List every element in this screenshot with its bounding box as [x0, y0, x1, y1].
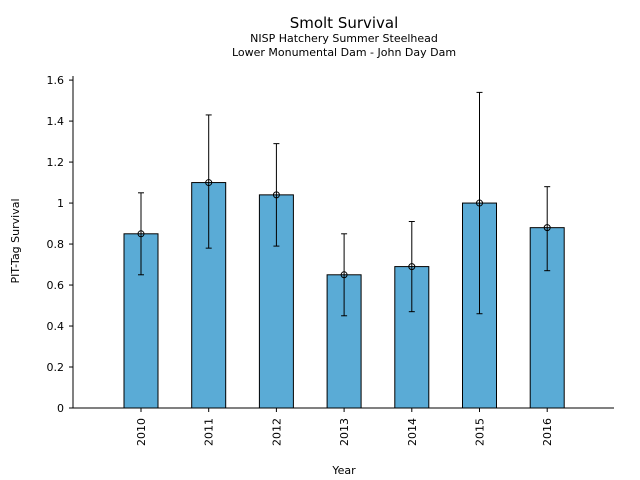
- point-marker-2015: [476, 199, 483, 207]
- y-axis-ticks: 0 0.2 0.4 0.6 0.8 1 1.2 1.4 1.6: [47, 74, 73, 415]
- y-tick-label: 1.4: [47, 115, 65, 128]
- point-marker-2010: [137, 230, 145, 238]
- x-tick-label: 2016: [541, 418, 554, 446]
- y-axis-label: PIT-Tag Survival: [9, 198, 22, 283]
- point-marker-2013: [340, 271, 348, 279]
- y-tick-label: 0.2: [47, 361, 65, 374]
- x-axis-label: Year: [331, 464, 356, 477]
- point-marker-2012: [272, 191, 280, 199]
- x-axis-ticks: 2010 2011 2012 2013 2014 2015 2016: [135, 408, 554, 446]
- x-tick-label: 2013: [338, 418, 351, 446]
- x-tick-label: 2010: [135, 418, 148, 446]
- chart-title: Smolt Survival: [290, 14, 399, 32]
- y-tick-label: 1: [57, 197, 64, 210]
- chart-subtitle-line-1: NISP Hatchery Summer Steelhead: [250, 32, 438, 45]
- point-marker-2011: [205, 179, 213, 187]
- y-tick-label: 0.4: [47, 320, 65, 333]
- x-tick-label: 2011: [203, 418, 216, 446]
- y-tick-label: 0.8: [47, 238, 65, 251]
- x-tick-label: 2015: [474, 418, 487, 446]
- x-tick-label: 2012: [270, 418, 283, 446]
- chart-subtitle-line-2: Lower Monumental Dam - John Day Dam: [232, 46, 456, 59]
- point-marker-2016: [543, 224, 551, 232]
- y-tick-label: 0.6: [47, 279, 65, 292]
- y-tick-label: 1.2: [47, 156, 65, 169]
- x-tick-label: 2014: [406, 418, 419, 446]
- point-marker-2014: [408, 263, 416, 271]
- plot-area: [123, 91, 565, 409]
- y-tick-label: 0: [57, 402, 64, 415]
- y-tick-label: 1.6: [47, 74, 65, 87]
